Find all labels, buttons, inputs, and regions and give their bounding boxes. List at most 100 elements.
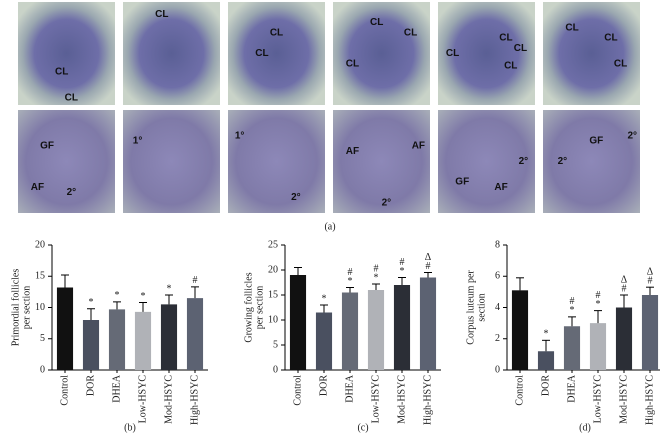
significance-marker: *: [348, 276, 353, 287]
y-tick-label: 20: [35, 239, 45, 250]
bar: [615, 307, 633, 370]
image-label: CL: [565, 22, 578, 33]
bar: [563, 326, 581, 370]
x-tick-label: Low-HSYC: [370, 375, 381, 424]
micrograph: [333, 2, 430, 105]
significance-marker: #: [374, 263, 379, 274]
panel-label: (b): [124, 422, 136, 433]
micrograph: [123, 110, 220, 213]
bar: [511, 290, 529, 370]
y-axis-label: Growing follicles: [243, 272, 254, 342]
image-label: CL: [504, 61, 517, 72]
micrograph: [438, 2, 535, 105]
significance-marker: *: [167, 283, 172, 294]
x-tick-label: DOR: [85, 375, 96, 396]
image-label: CL: [604, 33, 617, 44]
significance-marker: #: [193, 275, 198, 286]
x-tick-label: DOR: [540, 375, 551, 396]
bar: [589, 323, 607, 370]
image-label: 2°: [558, 156, 568, 167]
y-tick-label: 2: [495, 333, 500, 344]
y-tick-label: 8: [495, 239, 500, 250]
bar: [134, 311, 152, 370]
image-label: CL: [255, 48, 268, 59]
y-tick-label: 0: [40, 364, 45, 375]
significance-marker: *: [400, 266, 405, 277]
image-label: CL: [346, 58, 359, 69]
image-label: 2°: [382, 197, 392, 208]
significance-marker: *: [89, 297, 94, 308]
image-label: CL: [514, 43, 527, 54]
image-label: 1°: [133, 136, 143, 147]
significance-marker: #: [648, 275, 653, 286]
bar: [108, 309, 126, 370]
image-label: CL: [55, 67, 68, 78]
x-tick-label: Control: [514, 375, 525, 406]
x-tick-label: DOR: [318, 375, 329, 396]
image-label: CL: [614, 58, 627, 69]
image-label: CL: [65, 92, 78, 103]
x-tick-label: Mod-HSYC: [396, 375, 407, 424]
y-tick-label: 20: [268, 264, 278, 275]
micrograph: [333, 110, 430, 213]
micrograph: [543, 110, 640, 213]
significance-marker: Δ: [425, 252, 432, 263]
bar: [315, 312, 333, 370]
significance-marker: #: [570, 296, 575, 307]
y-axis-label: per section: [21, 286, 32, 330]
significance-marker: *: [544, 329, 549, 340]
panel-label: (c): [357, 422, 368, 433]
micrograph: [123, 2, 220, 105]
image-label: AF: [346, 146, 359, 157]
bar: [419, 277, 437, 370]
image-label: CL: [270, 28, 283, 39]
image-label: 2°: [627, 130, 637, 141]
bar: [186, 298, 204, 370]
significance-marker: #: [400, 257, 405, 268]
image-label: CL: [446, 48, 459, 59]
image-label: CL: [404, 28, 417, 39]
significance-marker: *: [570, 305, 575, 316]
micrograph: [18, 110, 115, 213]
image-label: CL: [499, 33, 512, 44]
image-label: GF: [455, 177, 469, 188]
micrograph: [438, 110, 535, 213]
bar: [641, 295, 659, 370]
micrograph: [18, 2, 115, 105]
y-tick-label: 10: [35, 302, 45, 313]
bar: [82, 320, 100, 370]
significance-marker: Δ: [621, 274, 628, 285]
image-label: GF: [589, 136, 603, 147]
y-tick-label: 15: [268, 289, 278, 300]
x-tick-label: DHEA: [344, 374, 355, 403]
x-tick-label: DHEA: [566, 374, 577, 403]
y-tick-label: 6: [495, 271, 500, 282]
image-label: 2°: [67, 187, 77, 198]
bar: [393, 285, 411, 370]
x-tick-label: Low-HSYC: [592, 375, 603, 424]
y-tick-label: 5: [40, 333, 45, 344]
image-label: 2°: [291, 192, 301, 203]
y-tick-label: 15: [35, 271, 45, 282]
x-tick-label: Low-HSYC: [137, 375, 148, 424]
y-tick-label: 4: [495, 302, 500, 313]
y-axis-label: Corpus luteum per: [465, 270, 476, 345]
panel-label: (a): [324, 221, 335, 232]
significance-marker: #: [596, 290, 601, 301]
image-label: AF: [494, 182, 507, 193]
bar: [341, 292, 359, 370]
significance-marker: *: [322, 293, 327, 304]
y-axis-label: section: [476, 293, 487, 321]
image-label: 1°: [235, 130, 245, 141]
y-tick-label: 0: [495, 364, 500, 375]
x-tick-label: High-HSYC: [644, 375, 655, 425]
micrograph: [543, 2, 640, 105]
significance-marker: *: [374, 272, 379, 283]
image-label: AF: [31, 182, 44, 193]
bar: [537, 351, 555, 370]
micrograph: [228, 2, 325, 105]
image-label: AF: [412, 141, 425, 152]
significance-marker: #: [426, 261, 431, 272]
